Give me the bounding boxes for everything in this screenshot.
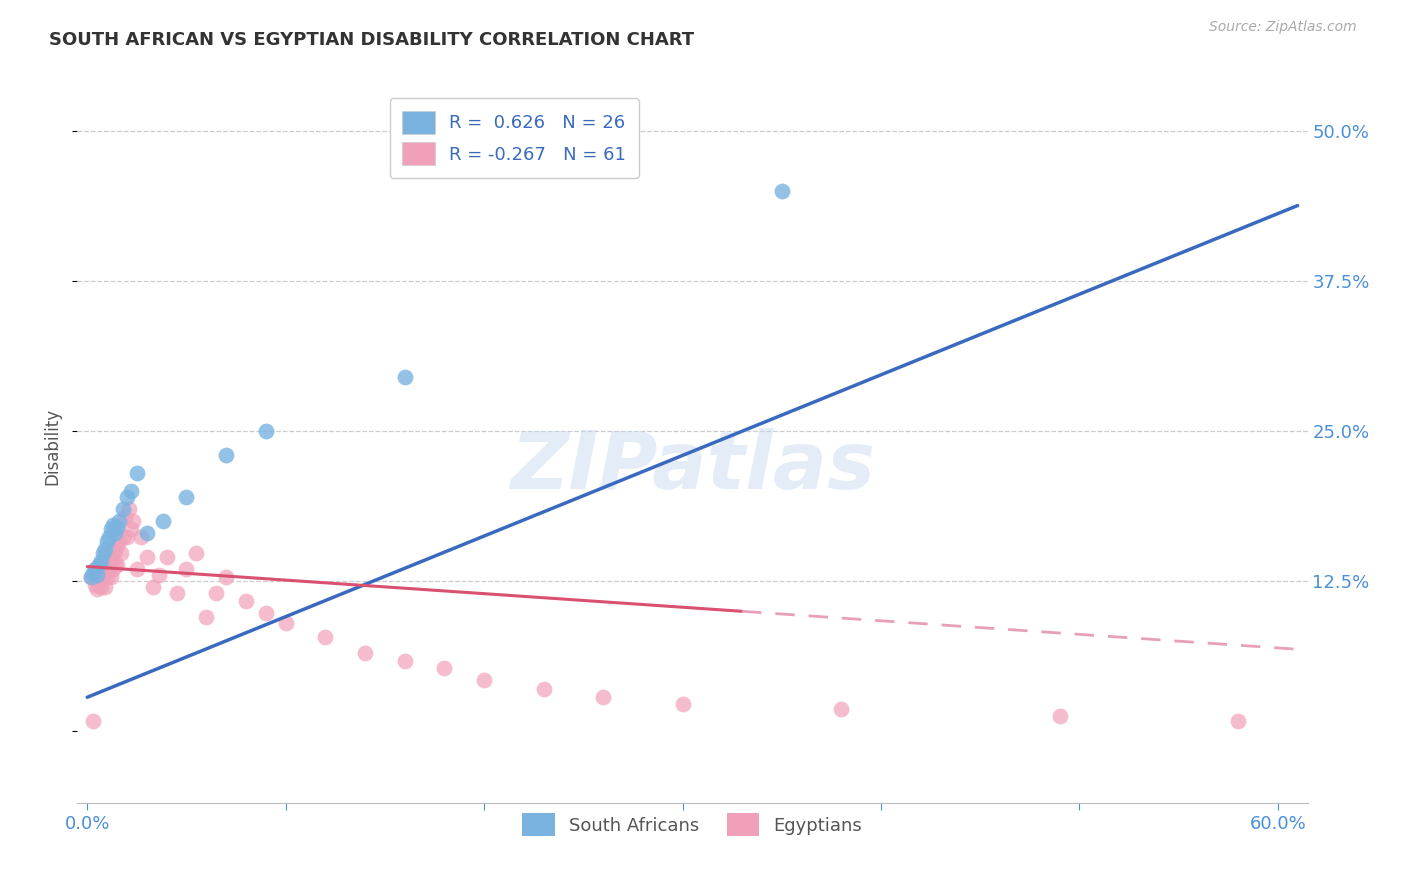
- Point: [96, 534, 118, 549]
- Point: [433, 661, 456, 675]
- Point: [105, 538, 128, 552]
- Point: [101, 546, 124, 560]
- Point: [394, 654, 416, 668]
- Point: [111, 502, 134, 516]
- Point: [100, 522, 122, 536]
- Point: [105, 558, 128, 573]
- Point: [122, 514, 145, 528]
- Point: [114, 510, 136, 524]
- Point: [94, 566, 117, 580]
- Point: [104, 544, 127, 558]
- Point: [86, 566, 108, 580]
- Point: [314, 630, 336, 644]
- Point: [166, 586, 188, 600]
- Point: [472, 673, 495, 688]
- Point: [156, 549, 179, 564]
- Point: [235, 594, 257, 608]
- Point: [91, 556, 114, 570]
- Point: [135, 549, 157, 564]
- Point: [770, 184, 793, 198]
- Text: Source: ZipAtlas.com: Source: ZipAtlas.com: [1209, 20, 1357, 34]
- Point: [195, 610, 218, 624]
- Point: [176, 562, 198, 576]
- Point: [125, 466, 148, 480]
- Point: [90, 580, 112, 594]
- Point: [533, 681, 555, 696]
- Point: [105, 520, 128, 534]
- Point: [96, 562, 118, 576]
- Point: [274, 615, 297, 630]
- Point: [89, 574, 111, 588]
- Point: [118, 502, 141, 516]
- Point: [120, 483, 142, 498]
- Point: [86, 568, 108, 582]
- Point: [142, 580, 165, 594]
- Legend: South Africans, Egyptians: South Africans, Egyptians: [512, 803, 873, 847]
- Point: [129, 530, 152, 544]
- Point: [125, 562, 148, 576]
- Point: [115, 530, 138, 544]
- Point: [115, 490, 138, 504]
- Point: [101, 562, 124, 576]
- Point: [98, 530, 121, 544]
- Point: [176, 490, 198, 504]
- Point: [215, 570, 238, 584]
- Point: [148, 568, 170, 582]
- Point: [91, 570, 114, 584]
- Point: [84, 562, 107, 576]
- Point: [152, 514, 174, 528]
- Point: [89, 558, 111, 573]
- Point: [205, 586, 228, 600]
- Point: [104, 556, 127, 570]
- Point: [82, 714, 104, 729]
- Point: [120, 522, 142, 536]
- Point: [592, 690, 614, 705]
- Point: [135, 525, 157, 540]
- Point: [90, 568, 112, 582]
- Text: ZIPatlas: ZIPatlas: [510, 428, 875, 507]
- Point: [96, 570, 118, 584]
- Point: [100, 570, 122, 584]
- Point: [101, 517, 124, 532]
- Point: [94, 541, 117, 556]
- Point: [254, 424, 277, 438]
- Text: SOUTH AFRICAN VS EGYPTIAN DISABILITY CORRELATION CHART: SOUTH AFRICAN VS EGYPTIAN DISABILITY COR…: [49, 31, 695, 49]
- Point: [830, 702, 852, 716]
- Point: [111, 530, 134, 544]
- Point: [215, 448, 238, 462]
- Point: [1049, 709, 1071, 723]
- Point: [89, 558, 111, 573]
- Point: [98, 549, 121, 564]
- Point: [110, 546, 132, 560]
- Point: [91, 546, 114, 560]
- Point: [186, 546, 208, 560]
- Point: [90, 553, 112, 567]
- Point: [80, 570, 103, 584]
- Point: [86, 582, 108, 597]
- Point: [94, 580, 117, 594]
- Point: [354, 646, 377, 660]
- Point: [671, 698, 693, 712]
- Point: [108, 514, 131, 528]
- Point: [80, 570, 103, 584]
- Point: [82, 566, 104, 580]
- Point: [108, 534, 131, 549]
- Point: [1227, 714, 1250, 729]
- Point: [94, 553, 117, 567]
- Point: [96, 546, 118, 560]
- Point: [254, 607, 277, 621]
- Point: [98, 558, 121, 573]
- Point: [394, 370, 416, 384]
- Point: [104, 525, 127, 540]
- Y-axis label: Disability: Disability: [44, 408, 62, 484]
- Point: [100, 556, 122, 570]
- Point: [84, 577, 107, 591]
